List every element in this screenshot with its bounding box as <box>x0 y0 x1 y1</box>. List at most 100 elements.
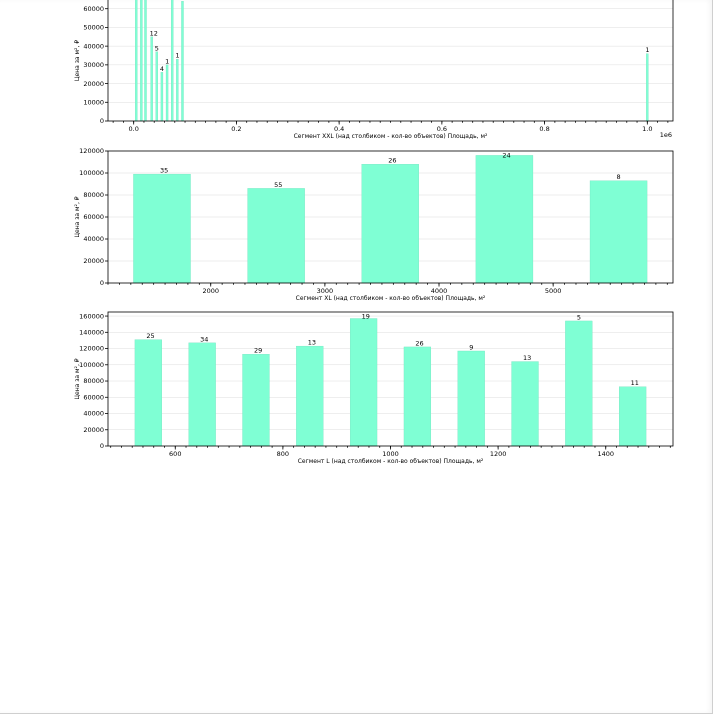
y-tick-label: 10000 <box>83 98 104 106</box>
y-tick-label: 80000 <box>83 191 104 199</box>
y-tick-label: 60000 <box>83 213 104 221</box>
y-tick-label: 40000 <box>83 410 104 418</box>
bar-value-label: 13 <box>523 354 531 362</box>
bar <box>296 345 324 447</box>
plot-frame <box>107 150 674 284</box>
bar <box>140 0 143 122</box>
y-tick-label: 140000 <box>79 329 104 337</box>
y-tick-label: 20000 <box>83 257 104 265</box>
y-tick-label: 0 <box>100 279 104 287</box>
bar <box>589 180 648 284</box>
bar-value-label: 34 <box>200 335 208 343</box>
x-tick-label: 0.4 <box>334 125 344 133</box>
bar <box>188 342 216 447</box>
bar-value-label: 2 <box>180 0 184 2</box>
x-tick-label: 1400 <box>597 450 614 458</box>
bar <box>646 53 649 122</box>
y-tick-label: 0 <box>100 117 104 125</box>
y-axis-label: Цена за м², ₽ <box>74 196 81 237</box>
bar <box>155 51 158 122</box>
bar-value-label: 29 <box>254 347 262 355</box>
bar-value-label: 25 <box>146 332 154 340</box>
x-axis-label: Сегмент XXL (над столбиком - кол-во объе… <box>294 133 488 140</box>
x-tick-label: 600 <box>169 450 181 458</box>
bar <box>565 320 593 447</box>
x-tick-label: 0.0 <box>129 125 139 133</box>
x-tick-label: 1200 <box>490 450 507 458</box>
bar <box>511 361 539 447</box>
x-tick-label: 0.6 <box>437 125 447 133</box>
x-tick-label: 3000 <box>317 287 334 295</box>
bar-value-label: 11 <box>631 379 639 387</box>
x-axis-label: Сегмент XL (над столбиком - кол-во объек… <box>296 295 486 302</box>
y-axis-label: Цена за м², ₽ <box>74 40 81 81</box>
x-axis-offset-label: 1e6 <box>660 131 672 139</box>
bar-value-label: 1 <box>165 57 169 65</box>
y-tick-label: 40000 <box>83 42 104 50</box>
bar <box>403 346 432 447</box>
bar <box>176 59 179 122</box>
bar-value-label: 1 <box>175 52 179 60</box>
bar <box>133 173 191 284</box>
y-tick-label: 40000 <box>83 235 104 243</box>
bar-value-label: 19 <box>362 313 370 321</box>
x-tick-label: 0.2 <box>231 125 241 133</box>
bar <box>150 36 153 122</box>
bar-value-label: 13 <box>308 339 316 347</box>
bar-value-label: 12 <box>150 29 158 37</box>
y-tick-label: 60000 <box>83 393 104 401</box>
bar-value-label: 26 <box>415 339 423 347</box>
bar-value-label: 9 <box>469 343 473 351</box>
plot-frame <box>107 311 674 447</box>
bar <box>165 64 169 122</box>
y-tick-label: 30000 <box>83 61 104 69</box>
bar-value-label: 24 <box>502 152 510 160</box>
bar-value-label: 55 <box>274 181 282 189</box>
x-tick-label: 5000 <box>545 287 562 295</box>
bar <box>181 1 184 122</box>
bar <box>361 164 419 284</box>
bar <box>242 354 270 447</box>
bar <box>475 155 534 284</box>
chart-xl: 0 20000 40000 60000 80000 100000 120000 35 55 26 2… <box>74 147 674 302</box>
x-tick-label: 0.8 <box>539 125 549 133</box>
y-tick-label: 20000 <box>83 80 104 88</box>
y-tick-label: 60000 <box>83 5 104 13</box>
y-tick-label: 0 <box>100 442 104 450</box>
y-tick-label: 20000 <box>83 426 104 434</box>
y-tick-label: 120000 <box>79 345 104 353</box>
bar-value-label: 26 <box>388 157 396 165</box>
bar <box>160 72 164 122</box>
y-axis-label: Цена за м², ₽ <box>74 358 81 399</box>
x-axis-label: Сегмент L (над столбиком - кол-во объект… <box>298 458 484 465</box>
y-tick-label: 120000 <box>79 147 104 155</box>
chart-xxl: 0100002000030000400005000060000700006812… <box>74 0 674 140</box>
bar <box>247 188 305 284</box>
bar-value-label: 1 <box>645 46 649 54</box>
bar <box>349 318 378 447</box>
plot-frame <box>107 0 674 122</box>
bar-value-label: 5 <box>155 44 159 52</box>
bar <box>619 386 647 447</box>
bar-value-label: 35 <box>160 167 168 175</box>
x-tick-label: 2000 <box>202 287 219 295</box>
y-tick-label: 80000 <box>83 377 104 385</box>
y-tick-label: 100000 <box>79 361 104 369</box>
bar <box>457 350 485 447</box>
x-tick-label: 4000 <box>431 287 448 295</box>
bar <box>144 0 147 122</box>
bar <box>171 0 174 122</box>
y-tick-label: 160000 <box>79 312 104 320</box>
y-tick-label: 100000 <box>79 169 104 177</box>
x-tick-label: 1000 <box>382 450 399 458</box>
bar <box>134 339 162 447</box>
bar-value-label: 5 <box>577 313 581 321</box>
y-tick-label: 50000 <box>83 24 104 32</box>
x-tick-label: 800 <box>277 450 289 458</box>
x-tick-label: 1.0 <box>642 125 652 133</box>
chart-l: 0 20000 40000 60000 80000 100000 120000 140000 1… <box>74 311 674 465</box>
bar-value-label: 8 <box>617 173 621 181</box>
bar-value-label: 4 <box>160 65 164 73</box>
